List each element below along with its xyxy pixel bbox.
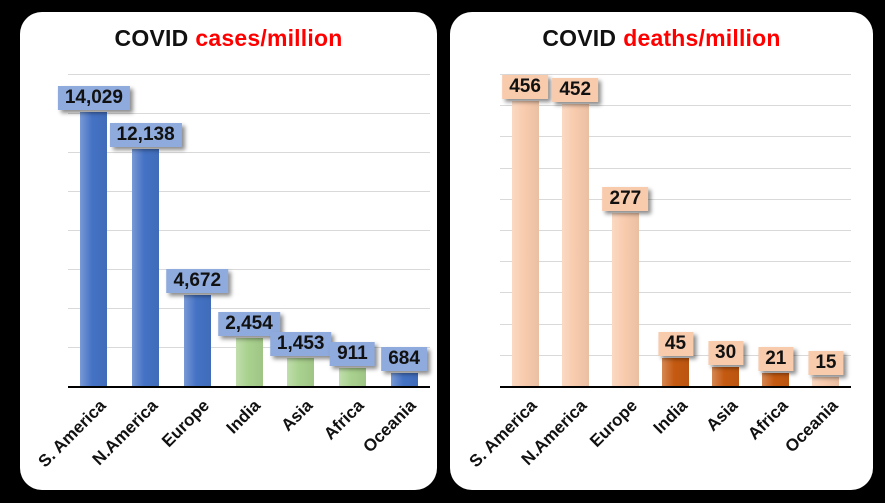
value-label-n-america: 12,138 — [109, 123, 182, 147]
gridline — [500, 198, 851, 200]
chart-panel-deaths: COVID deaths/million 456 S. America 452 N.Am… — [450, 12, 873, 490]
value-label-n-america: 452 — [552, 78, 599, 102]
bar-s-america — [80, 112, 108, 386]
bar-n-america — [132, 149, 160, 386]
x-axis-label-europe: Europe — [585, 396, 641, 451]
x-axis-label-asia: Asia — [702, 396, 742, 435]
x-axis-label-india: India — [649, 396, 691, 438]
bar-india — [235, 338, 263, 386]
plot-area-deaths: 456 S. America 452 N.America 277 Europe 45 Indi… — [465, 74, 851, 471]
value-label-india: 45 — [657, 332, 694, 356]
value-label-oceania: 15 — [808, 351, 844, 375]
x-axis-label-asia: Asia — [277, 396, 317, 435]
bar-africa — [762, 373, 790, 386]
gridline — [68, 269, 430, 270]
gridline — [500, 136, 851, 138]
bar-africa — [338, 368, 366, 386]
gridline — [68, 152, 430, 153]
gridline — [68, 74, 430, 75]
value-label-s-america: 456 — [502, 75, 548, 99]
bar-oceania — [390, 373, 418, 386]
gridline — [68, 308, 430, 309]
bar-asia — [712, 367, 740, 386]
value-label-asia: 1,453 — [269, 332, 332, 356]
bar-s-america — [511, 101, 539, 386]
bar-india — [662, 358, 689, 386]
x-axis-label-india: India — [222, 396, 265, 438]
x-axis-label-africa: Africa — [320, 396, 368, 444]
plot-area-cases: 14,029 S. America 12,138 N.America 4,672 Euro… — [34, 74, 430, 471]
value-label-europe: 277 — [602, 187, 649, 211]
value-label-africa: 21 — [758, 347, 794, 371]
gridline — [68, 191, 430, 192]
value-label-africa: 911 — [330, 342, 375, 366]
gridline — [500, 230, 851, 231]
chart-title-suffix: deaths/million — [623, 25, 781, 51]
bar-asia — [287, 358, 315, 386]
chart-title-prefix: COVID — [114, 25, 189, 51]
value-label-europe: 4,672 — [166, 269, 229, 293]
value-label-s-america: 14,029 — [57, 86, 130, 110]
chart-title-deaths: COVID deaths/million — [450, 25, 873, 52]
chart-title-prefix: COVID — [542, 25, 617, 51]
x-axis-label-oceania: Oceania — [781, 396, 842, 457]
gridline — [500, 74, 851, 75]
chart-title-suffix: cases/million — [195, 25, 343, 51]
value-label-asia: 30 — [708, 341, 744, 365]
bar-n-america — [561, 104, 589, 386]
x-axis-label-oceania: Oceania — [359, 396, 420, 457]
gridline — [500, 105, 851, 107]
gridline — [68, 113, 430, 114]
gridline — [500, 167, 851, 169]
x-axis-label-africa: Africa — [743, 396, 792, 444]
x-axis-label-europe: Europe — [157, 396, 213, 451]
chart-title-cases: COVID cases/million — [20, 25, 437, 52]
gridline — [500, 292, 851, 294]
gridline — [500, 323, 851, 325]
chart-panel-cases: COVID cases/million 14,029 S. America 12,13… — [20, 12, 437, 490]
value-label-oceania: 684 — [381, 347, 427, 371]
bar-oceania — [812, 377, 840, 386]
value-label-india: 2,454 — [218, 312, 280, 336]
bar-europe — [611, 213, 639, 386]
bar-europe — [183, 295, 211, 386]
gridline — [500, 261, 851, 263]
gridline — [68, 230, 430, 231]
